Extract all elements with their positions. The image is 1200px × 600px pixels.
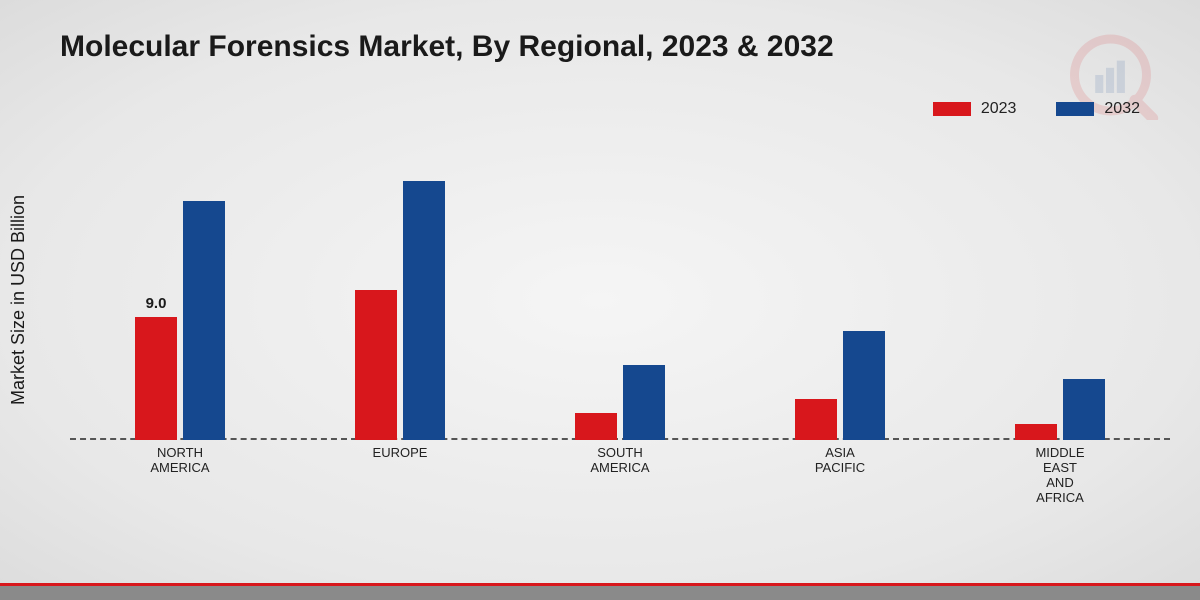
- bar-group: 9.0: [120, 201, 240, 440]
- bar: [355, 290, 397, 440]
- bar: [183, 201, 225, 440]
- bar: [575, 413, 617, 440]
- x-axis-category-label: NORTH AMERICA: [120, 440, 240, 500]
- x-axis-labels: NORTH AMERICA EUROPE SOUTH AMERICA ASIA PAC…: [70, 440, 1170, 500]
- bar: 9.0: [135, 317, 177, 440]
- bar: [795, 399, 837, 440]
- y-axis-label: Market Size in USD Billion: [8, 195, 29, 405]
- bar: [843, 331, 885, 440]
- bar-group: [1000, 379, 1120, 440]
- bar: [1015, 424, 1057, 440]
- bar: [403, 181, 445, 440]
- x-axis-category-label: SOUTH AMERICA: [560, 440, 680, 500]
- legend-swatch-2023: [933, 102, 971, 116]
- legend-swatch-2032: [1056, 102, 1094, 116]
- legend-item-2032: 2032: [1056, 100, 1140, 118]
- chart-title: Molecular Forensics Market, By Regional,…: [60, 30, 834, 64]
- bar-groups: 9.0: [70, 140, 1170, 440]
- legend-label-2023: 2023: [981, 100, 1017, 118]
- x-axis-category-label: ASIA PACIFIC: [780, 440, 900, 500]
- footer-bar: [0, 586, 1200, 600]
- legend-label-2032: 2032: [1104, 100, 1140, 118]
- bar-value-label: 9.0: [146, 295, 167, 312]
- legend-item-2023: 2023: [933, 100, 1017, 118]
- legend: 2023 2032: [933, 100, 1140, 118]
- x-axis-category-label: EUROPE: [340, 440, 460, 500]
- bar: [623, 365, 665, 440]
- bar: [1063, 379, 1105, 440]
- x-axis-category-label: MIDDLE EAST AND AFRICA: [1000, 440, 1120, 500]
- plot-area: 9.0 NORTH AMERICA EUROPE SOUTH AMERICA ASIA…: [70, 140, 1170, 500]
- bar-group: [560, 365, 680, 440]
- bar-group: [340, 181, 460, 440]
- bar-group: [780, 331, 900, 440]
